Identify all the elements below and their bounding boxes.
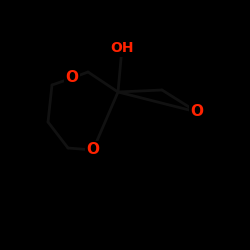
Text: OH: OH xyxy=(110,41,134,55)
Text: O: O xyxy=(66,70,78,86)
Text: O: O xyxy=(86,142,100,158)
Text: O: O xyxy=(190,104,203,120)
